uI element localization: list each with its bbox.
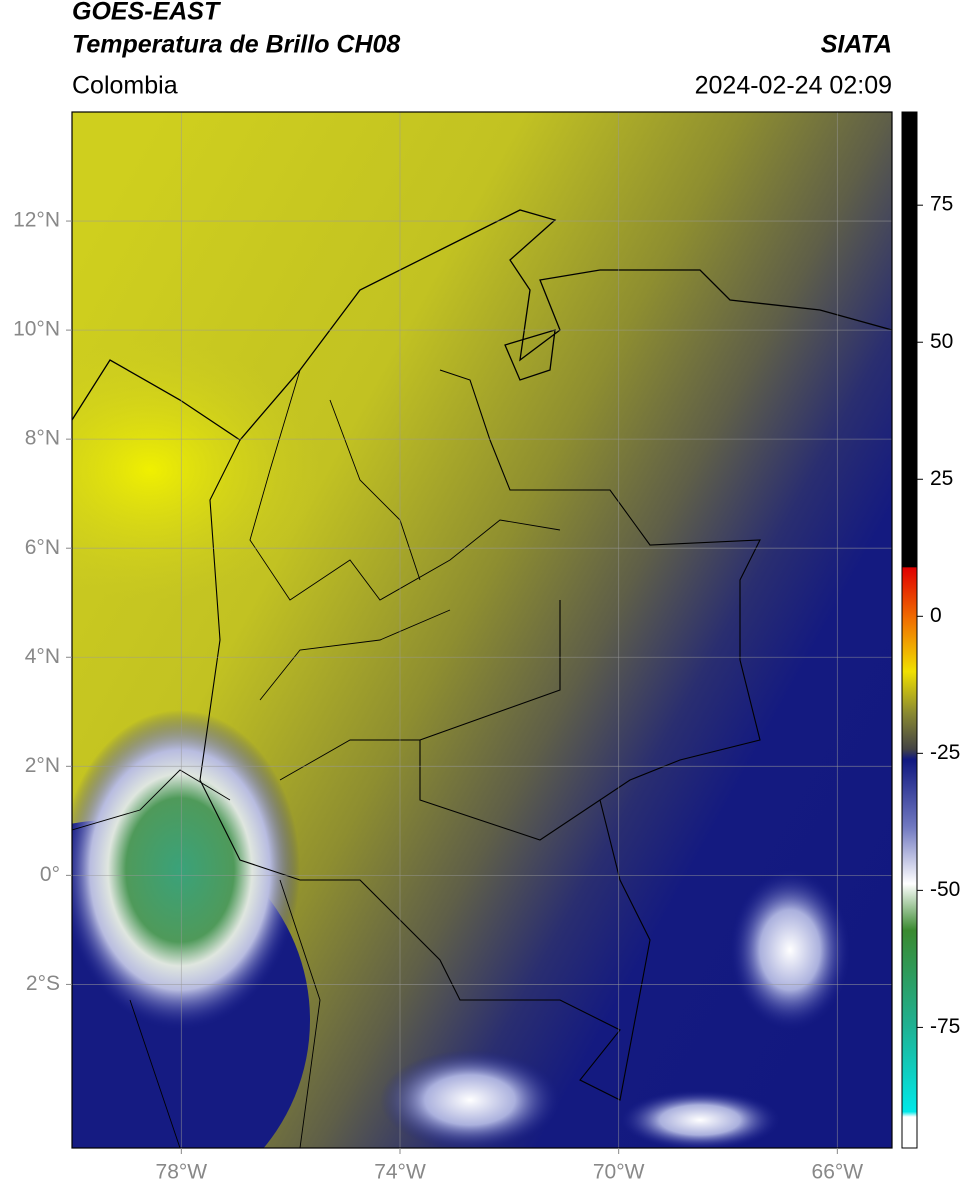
brand: SIATA [821,31,892,59]
map-frame [71,111,893,1149]
title: GOES-EAST [72,0,222,26]
subtitle: Temperatura de Brillo CH08 [72,31,400,59]
x-tick-label: 70°W [593,1161,645,1184]
colorbar [901,111,918,1149]
colorbar-tick-label: -25 [930,741,960,764]
y-tick-label: 12°N [13,209,60,232]
region: Colombia [72,72,178,100]
y-tick-label: 8°N [25,427,60,450]
y-tick-label: 6°N [25,536,60,559]
x-tick-label: 78°W [156,1161,208,1184]
x-tick-label: 74°W [374,1161,426,1184]
y-tick-label: 2°S [26,972,60,995]
y-tick-label: 4°N [25,645,60,668]
colorbar-tick-label: 0 [930,604,942,627]
colorbar-tick-label: 75 [930,193,953,216]
y-tick-label: 10°N [13,318,60,341]
grid [72,112,892,1148]
datetime: 2024-02-24 02:09 [695,72,892,100]
colorbar-tick-label: 50 [930,330,953,353]
x-tick-label: 66°W [812,1161,864,1184]
y-tick-label: 2°N [25,754,60,777]
colorbar-tick-label: -50 [930,878,960,901]
colorbar-tick-label: -75 [930,1015,960,1038]
imagery [72,112,892,1148]
y-tick-label: 0° [40,863,60,886]
colorbar-tick-label: 25 [930,467,953,490]
